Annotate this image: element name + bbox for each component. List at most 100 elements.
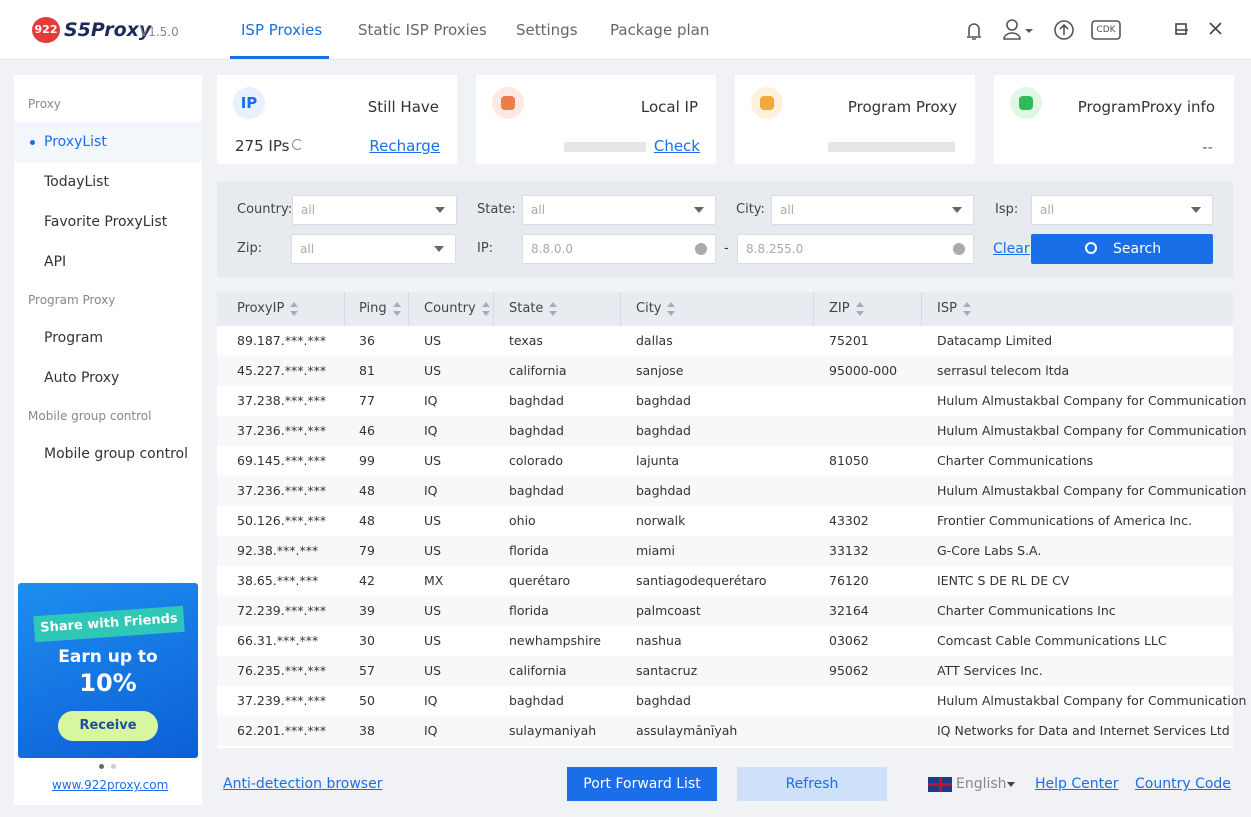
help-link[interactable]: Help Center bbox=[1035, 776, 1119, 792]
card-link[interactable]: Recharge bbox=[369, 137, 440, 155]
table-cell: miami bbox=[636, 543, 675, 558]
select-box[interactable]: all bbox=[522, 195, 716, 225]
column-header[interactable]: ZIP bbox=[829, 301, 850, 316]
table-cell: Hulum Almustakbal Company for Communicat… bbox=[937, 483, 1251, 498]
column-header[interactable]: State bbox=[509, 301, 544, 316]
table-cell: texas bbox=[509, 333, 543, 348]
sort-icon bbox=[290, 302, 299, 307]
country-code-link[interactable]: Country Code bbox=[1135, 776, 1231, 792]
sidebar-item[interactable]: Favorite ProxyList bbox=[44, 214, 168, 230]
anti-detection-link[interactable]: Anti-detection browser bbox=[223, 776, 383, 792]
row-stripe bbox=[217, 536, 1233, 566]
table-cell: 37.236.***.*** bbox=[237, 483, 327, 498]
column-divider bbox=[493, 292, 494, 326]
table-cell: baghdad bbox=[509, 393, 564, 408]
nav-tab[interactable]: ISP Proxies bbox=[241, 21, 323, 39]
card-link[interactable]: Check bbox=[653, 137, 700, 155]
sidebar-item[interactable]: API bbox=[44, 254, 67, 270]
language-arrow bbox=[1007, 782, 1015, 787]
language-select[interactable]: English bbox=[956, 776, 1007, 792]
card-title: Local IP bbox=[640, 98, 698, 116]
filter-label: Country: bbox=[237, 202, 293, 217]
cdk-icon[interactable] bbox=[1091, 20, 1121, 40]
table-cell: 37.236.***.*** bbox=[237, 423, 327, 438]
sidebar-item[interactable]: ProxyList bbox=[44, 134, 107, 150]
table-cell: florida bbox=[509, 543, 549, 558]
close-icon[interactable] bbox=[1209, 22, 1222, 35]
table-cell: US bbox=[424, 513, 442, 528]
table-cell: IQ bbox=[424, 693, 438, 708]
port-forward-button[interactable]: Port Forward List bbox=[567, 767, 717, 801]
sort-icon bbox=[290, 311, 299, 316]
nav-tab[interactable]: Package plan bbox=[610, 21, 710, 39]
select-value: all bbox=[780, 203, 795, 217]
bell-icon[interactable] bbox=[967, 23, 981, 40]
table-cell: US bbox=[424, 363, 442, 378]
search-label: Search bbox=[1113, 241, 1162, 257]
card-title: Still Have bbox=[367, 98, 439, 116]
row-stripe bbox=[217, 416, 1233, 446]
column-divider bbox=[620, 292, 621, 326]
table-cell: MX bbox=[424, 573, 444, 588]
banner-title: Share with Friends bbox=[33, 605, 185, 643]
search-icon bbox=[1085, 242, 1097, 254]
ip-input[interactable]: 8.8.255.0 bbox=[737, 234, 974, 264]
nav-tab[interactable]: Static ISP Proxies bbox=[358, 21, 487, 39]
column-header[interactable]: Ping bbox=[359, 301, 387, 316]
table-cell: US bbox=[424, 543, 442, 558]
refresh-button[interactable]: Refresh bbox=[737, 767, 887, 801]
search-button[interactable]: Search bbox=[1031, 234, 1213, 264]
sidebar-item[interactable]: Mobile group control bbox=[44, 446, 189, 462]
site-link[interactable]: www.922proxy.com bbox=[52, 778, 169, 792]
table-cell: IQ bbox=[424, 423, 438, 438]
table-cell: norwalk bbox=[636, 513, 686, 528]
table-cell: assulaymānīyah bbox=[636, 723, 738, 738]
filter-label: State: bbox=[477, 202, 516, 217]
banner-button[interactable]: Receive bbox=[58, 711, 158, 741]
filter-label: Isp: bbox=[995, 202, 1019, 217]
ip-input[interactable]: 8.8.0.0 bbox=[522, 234, 716, 264]
select-box[interactable]: all bbox=[291, 234, 456, 264]
table-cell: 50 bbox=[359, 693, 375, 708]
table-cell: colorado bbox=[509, 453, 564, 468]
sidebar-section-title: Proxy bbox=[28, 97, 61, 111]
maximize-icon[interactable] bbox=[1175, 23, 1187, 35]
column-header[interactable]: Country bbox=[424, 301, 476, 316]
row-stripe bbox=[217, 716, 1233, 746]
table-cell: baghdad bbox=[509, 693, 564, 708]
clear-input-icon[interactable] bbox=[695, 243, 707, 255]
sidebar-item[interactable]: Program bbox=[44, 330, 104, 346]
nav-tab[interactable]: Settings bbox=[516, 21, 578, 39]
clear-input-icon[interactable] bbox=[953, 243, 965, 255]
table-cell: 77 bbox=[359, 393, 375, 408]
select-box[interactable]: all bbox=[771, 195, 974, 225]
user-icon[interactable] bbox=[1006, 19, 1018, 31]
column-header[interactable]: City bbox=[636, 301, 662, 316]
sidebar-item[interactable]: Auto Proxy bbox=[44, 370, 120, 386]
column-header[interactable]: ISP bbox=[937, 301, 957, 316]
input-value: 8.8.255.0 bbox=[746, 242, 804, 256]
upload-icon[interactable] bbox=[1054, 20, 1074, 40]
version: V1.5.0 bbox=[140, 25, 179, 39]
table-cell: palmcoast bbox=[636, 603, 701, 618]
table-cell: Datacamp Limited bbox=[937, 333, 1053, 348]
uk-flag[interactable] bbox=[928, 777, 952, 792]
clear-link[interactable]: Clear bbox=[993, 241, 1030, 257]
dropdown-arrow bbox=[694, 207, 704, 213]
table-cell: california bbox=[509, 363, 567, 378]
column-header[interactable]: ProxyIP bbox=[237, 301, 285, 316]
blurred-value bbox=[828, 142, 955, 152]
table-cell: serrasul telecom ltda bbox=[937, 363, 1070, 378]
table-cell: 69.145.***.*** bbox=[237, 453, 327, 468]
refresh-icon bbox=[292, 139, 303, 150]
table-cell: santacruz bbox=[636, 663, 698, 678]
select-box[interactable]: all bbox=[1031, 195, 1213, 225]
table-cell: 89.187.***.*** bbox=[237, 333, 327, 348]
table-cell: 38 bbox=[359, 723, 375, 738]
logo-badge: 922 bbox=[32, 17, 60, 43]
table-cell: baghdad bbox=[636, 693, 691, 708]
select-box[interactable]: all bbox=[292, 195, 457, 225]
promo-banner[interactable]: Share with Friends Earn up to 10% Receive bbox=[18, 583, 198, 758]
sidebar-item[interactable]: TodayList bbox=[44, 174, 109, 190]
filter-label: City: bbox=[736, 202, 765, 217]
